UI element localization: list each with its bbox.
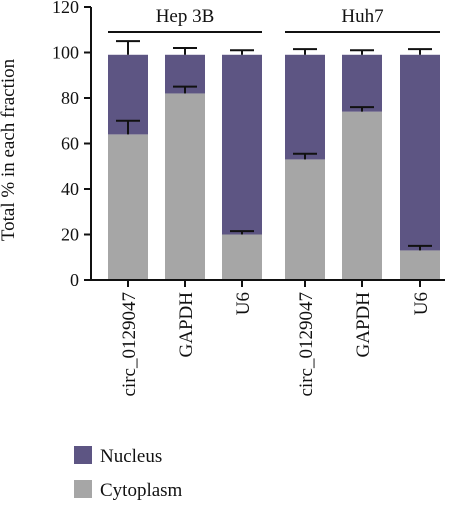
x-tick-label: GAPDH	[176, 292, 197, 358]
bar-cytoplasm	[108, 134, 148, 280]
x-axis: circ_0129047 GAPDH U6 circ_0129047 GAPDH U6	[91, 279, 445, 396]
bar-nucleus	[400, 54, 440, 251]
error-bars	[116, 40, 432, 251]
legend-swatch	[74, 446, 92, 464]
bar-cytoplasm	[342, 111, 382, 281]
y-axis: 0 20 40 60 80 100 120	[52, 0, 92, 290]
bar-nucleus	[342, 54, 382, 112]
y-tick-label: 60	[61, 134, 79, 154]
legend: Nucleus Cytoplasm	[74, 446, 183, 501]
legend-label: Nucleus	[100, 446, 162, 467]
legend-label: Cytoplasm	[100, 480, 183, 500]
bar-cytoplasm	[285, 159, 325, 280]
bar-nucleus	[285, 54, 325, 160]
y-tick-label: 40	[61, 179, 79, 199]
y-tick-label: 120	[52, 0, 79, 17]
bar-cytoplasm	[222, 234, 262, 280]
y-tick-label: 100	[52, 43, 79, 63]
y-axis-label: Total % in each fraction	[0, 58, 19, 241]
x-tick-label: U6	[233, 292, 254, 315]
legend-swatch	[74, 480, 92, 498]
x-tick-label: GAPDH	[353, 292, 374, 358]
y-tick-label: 80	[61, 88, 79, 108]
bar-cytoplasm	[400, 250, 440, 280]
x-tick-label: circ_0129047	[119, 292, 140, 396]
y-tick-label: 20	[61, 225, 79, 245]
x-tick-label: circ_0129047	[296, 292, 317, 396]
y-tick-label: 0	[70, 270, 79, 290]
group-labels: Hep 3B Huh7	[108, 6, 440, 33]
bar-cytoplasm	[165, 93, 205, 280]
group-label: Huh7	[341, 6, 383, 27]
group-label: Hep 3B	[156, 6, 215, 27]
x-tick-label: U6	[411, 292, 432, 315]
bars	[108, 54, 440, 281]
bar-nucleus	[222, 54, 262, 235]
